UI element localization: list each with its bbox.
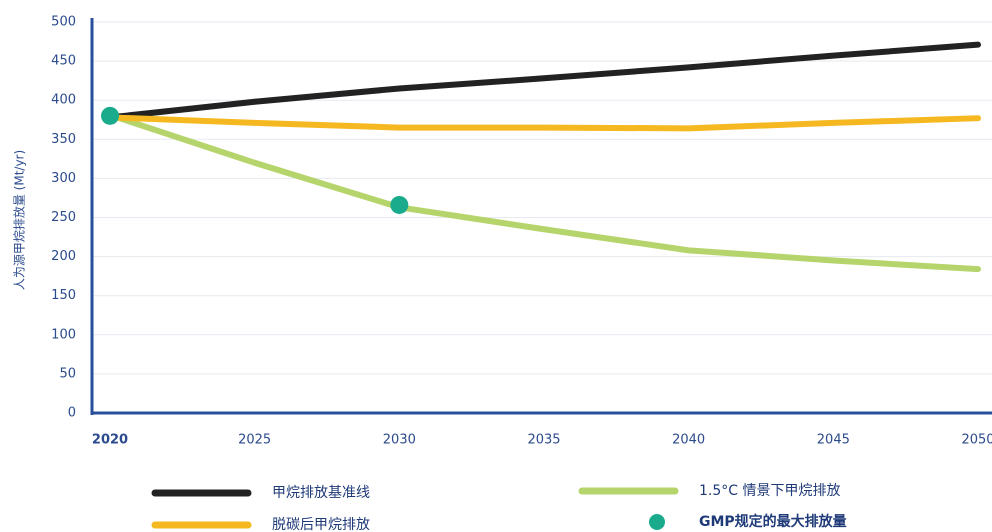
- y-tick-label: 350: [51, 132, 76, 147]
- marker-dot: [101, 106, 119, 125]
- legend-label: 甲烷排放基准线: [272, 484, 370, 501]
- y-tick-label: 400: [51, 93, 76, 108]
- y-tick-label: 100: [51, 327, 76, 342]
- y-axis-label: 人为源甲烷排放量 (Mt/yr): [12, 150, 27, 290]
- x-tick-label: 2035: [527, 433, 560, 448]
- legend-label: GMP规定的最大排放量: [699, 513, 847, 530]
- marker-dot: [390, 195, 409, 214]
- x-tick-label: 2050: [961, 433, 992, 448]
- x-tick-label: 2030: [383, 433, 416, 448]
- y-tick-label: 0: [68, 406, 76, 421]
- x-tick-label: 2020: [92, 433, 128, 448]
- y-tick-label: 300: [51, 171, 76, 186]
- y-tick-label: 200: [51, 249, 76, 264]
- series-line: [107, 112, 981, 273]
- y-tick-label: 500: [51, 15, 76, 30]
- x-tick-label: 2025: [238, 433, 271, 448]
- x-tick-label: 2045: [817, 433, 850, 448]
- y-tick-label: 250: [51, 210, 76, 225]
- series-line: [107, 114, 981, 132]
- series-line: [107, 41, 981, 121]
- x-tick-label: 2040: [672, 433, 705, 448]
- y-tick-label: 50: [59, 366, 76, 381]
- y-tick-label: 450: [51, 54, 76, 69]
- legend-swatch: [649, 514, 665, 530]
- legend-label: 脱碳后甲烷排放: [272, 517, 370, 532]
- legend-label: 1.5°C 情景下甲烷排放: [699, 483, 841, 499]
- y-tick-label: 150: [51, 288, 76, 303]
